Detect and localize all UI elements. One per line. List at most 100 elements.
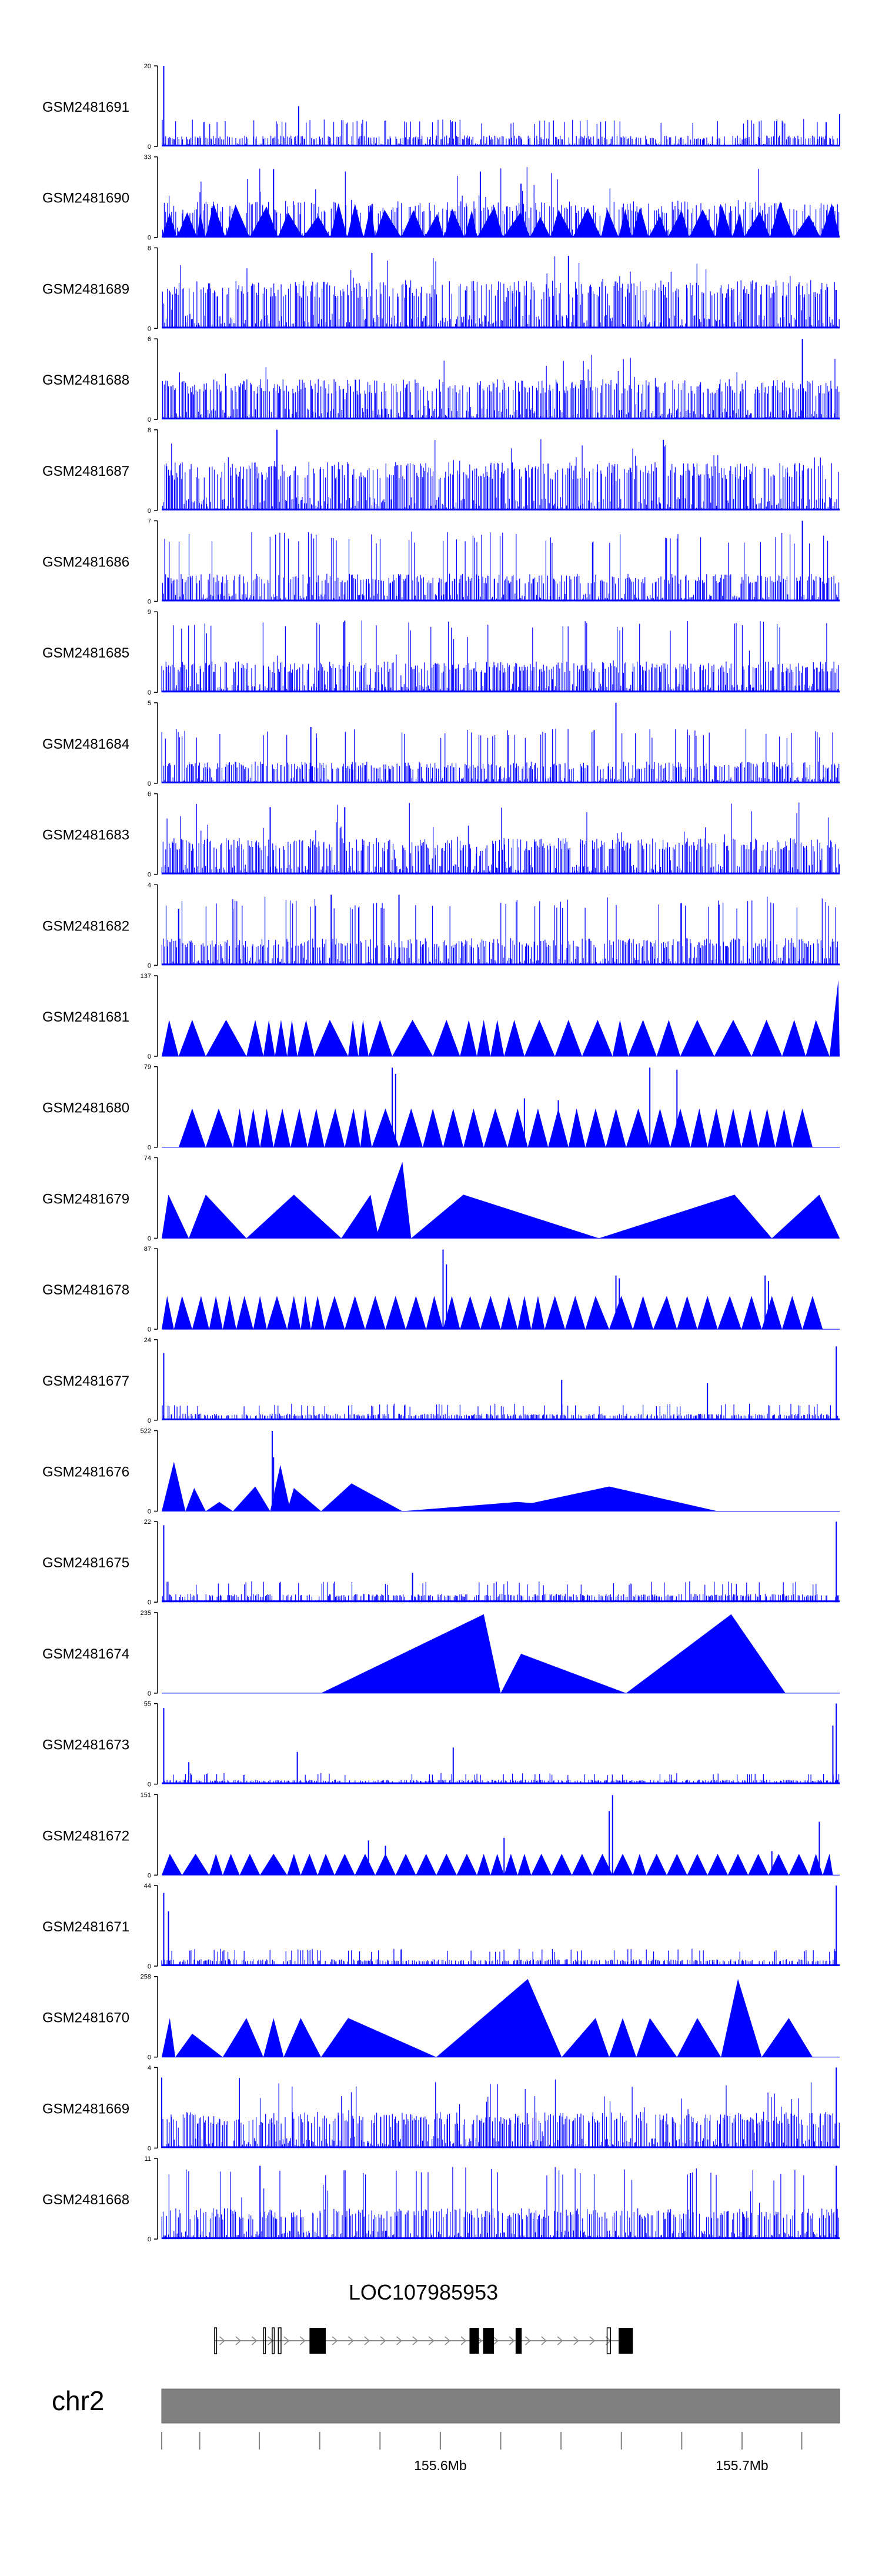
coverage-peak (178, 1020, 206, 1056)
coverage-peak (732, 213, 744, 238)
y-min-label: 0 (148, 508, 151, 515)
coverage-peak (246, 1020, 263, 1056)
y-min-label: 0 (148, 325, 151, 332)
y-min-label: 0 (148, 1690, 151, 1697)
track-GSM2481683: GSM2481683 6 0 (42, 791, 840, 879)
coverage-peak (406, 1296, 426, 1330)
strand-arrow (299, 2336, 306, 2345)
y-max-label: 151 (141, 1791, 151, 1798)
y-max-label: 33 (144, 154, 151, 161)
coverage-peak (222, 1854, 240, 1876)
coverage-baseline (162, 2237, 840, 2240)
coverage-peak (646, 1854, 667, 1876)
coverage-peak (162, 1020, 179, 1056)
coverage-peak (601, 209, 619, 238)
coverage-peak (436, 1978, 562, 2057)
y-min-label: 0 (148, 235, 151, 242)
track-label: GSM2481683 (42, 827, 129, 843)
coverage-peak (363, 203, 375, 238)
coverage-peak (531, 1296, 545, 1330)
coverage-peak (270, 1464, 291, 1511)
coverage-peak (656, 1020, 680, 1056)
coverage-peak (307, 1108, 325, 1147)
coverage-peak (707, 1108, 724, 1147)
coverage-peak (290, 1108, 308, 1147)
gene-exon (469, 2328, 479, 2354)
coverage-peak (524, 1020, 555, 1056)
coverage-peak (273, 1108, 291, 1147)
coverage-peak (345, 1108, 360, 1147)
track-GSM2481687: GSM2481687 8 0 (42, 427, 840, 515)
strand-arrow (219, 2336, 225, 2345)
coverage-peak (463, 1108, 484, 1147)
coverage-baseline (162, 1418, 840, 1420)
coverage-peak (599, 1194, 772, 1239)
strand-arrow (460, 2336, 467, 2345)
coverage-peak (368, 1020, 392, 1056)
coverage-peak (347, 203, 364, 238)
coverage-peak (568, 1108, 586, 1147)
position-label: 155.6Mb (414, 2458, 467, 2473)
coverage-peak (162, 2018, 176, 2057)
track-GSM2481668: GSM2481668 11 0 (42, 2155, 840, 2243)
coverage-peak (612, 1854, 633, 1876)
coverage-peak (233, 1486, 270, 1511)
track-label: GSM2481691 (42, 99, 129, 115)
coverage-peak (401, 210, 425, 238)
coverage-peak (667, 210, 690, 238)
strand-arrow (396, 2336, 402, 2345)
coverage-peak (802, 1296, 823, 1330)
track-GSM2481673: GSM2481673 55 0 (42, 1701, 840, 1788)
y-min-label: 0 (148, 2145, 151, 2152)
coverage-peak (392, 1020, 433, 1056)
coverage-peak (748, 1854, 769, 1876)
coverage-peak (399, 1108, 423, 1147)
track-GSM2481674: GSM2481674 235 0 (42, 1610, 840, 1697)
coverage-peak (697, 1296, 718, 1330)
coverage-peak (592, 1854, 613, 1876)
track-label: GSM2481682 (42, 918, 129, 934)
y-max-label: 9 (148, 609, 151, 616)
coverage-peak (490, 1854, 505, 1876)
coverage-peak (318, 1854, 335, 1876)
y-max-label: 4 (148, 882, 151, 889)
coverage-peak (480, 1296, 501, 1330)
y-min-label: 0 (148, 1053, 151, 1060)
coverage-peak (653, 1296, 677, 1330)
coverage-peak (823, 1854, 833, 1876)
coverage-peak (358, 1020, 369, 1056)
gene-exon (619, 2328, 633, 2354)
strand-arrow (412, 2336, 419, 2345)
y-max-label: 20 (144, 63, 151, 70)
y-min-label: 0 (148, 962, 151, 969)
track-label: GSM2481686 (42, 555, 129, 570)
track-label: GSM2481690 (42, 191, 129, 206)
coverage-peak (443, 1108, 464, 1147)
coverage-peak (173, 1296, 192, 1330)
coverage-peak (297, 1020, 315, 1056)
coverage-peak (300, 1296, 311, 1330)
chromosome-bar (161, 2388, 840, 2424)
coverage-peak (341, 1194, 379, 1239)
coverage-peak (162, 1854, 182, 1876)
strand-arrow (445, 2336, 450, 2345)
y-max-label: 55 (144, 1701, 151, 1708)
coverage-baseline (162, 872, 840, 875)
coverage-peak (209, 1296, 223, 1330)
y-max-label: 4 (148, 2064, 151, 2071)
track-label: GSM2481676 (42, 1464, 129, 1480)
coverage-peak (162, 1194, 189, 1239)
coverage-peak (375, 209, 402, 238)
coverage-peak (741, 1296, 762, 1330)
coverage-baseline (162, 963, 840, 966)
coverage-peak (385, 1296, 406, 1330)
track-GSM2481675: GSM2481675 22 0 (42, 1519, 840, 1606)
track-GSM2481680: GSM2481680 79 0 (42, 1064, 840, 1152)
strand-arrow (268, 2336, 273, 2345)
coverage-peak (677, 2018, 721, 2057)
track-label: GSM2481668 (42, 2192, 129, 2208)
y-min-label: 0 (148, 2236, 151, 2243)
coverage-peak (477, 206, 503, 238)
coverage-peak (550, 209, 573, 238)
coverage-peak (527, 1108, 549, 1147)
